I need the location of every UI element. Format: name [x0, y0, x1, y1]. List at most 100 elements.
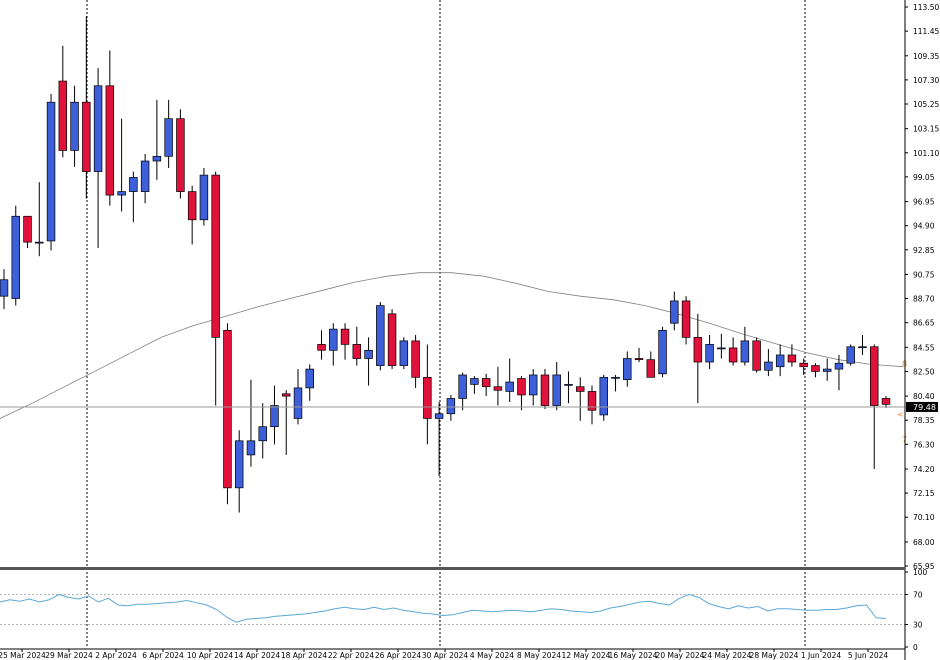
- indicator-line: [0, 593, 887, 623]
- bearish-candle: [517, 376, 526, 411]
- bullish-candle: [11, 205, 20, 306]
- candle-body: [740, 340, 750, 363]
- x-tick-label: 18 Apr 2024: [281, 651, 328, 660]
- candle-body: [117, 191, 126, 196]
- x-tick-label: 10 Apr 2024: [187, 651, 234, 660]
- bearish-candle: [634, 347, 644, 363]
- indicator-panel[interactable]: [0, 572, 905, 648]
- bullish-candle: [270, 385, 279, 445]
- candle-body: [340, 328, 350, 345]
- candle-body: [752, 340, 761, 371]
- candle-body: [376, 305, 385, 366]
- current-price-label-bg: [906, 401, 938, 412]
- bearish-candle: [387, 309, 397, 370]
- x-tick-label: 30 Apr 2024: [422, 651, 469, 660]
- bullish-candle: [0, 269, 9, 310]
- bearish-candle: [881, 396, 891, 408]
- bullish-candle: [822, 358, 832, 381]
- candle-body: [140, 160, 150, 192]
- candle-body: [599, 376, 608, 416]
- bearish-candle: [681, 296, 691, 345]
- bearish-candle: [423, 344, 432, 445]
- y-tick-label: 70.10: [913, 513, 935, 522]
- x-tick-label: 6 Apr 2024: [142, 651, 184, 660]
- candle-body: [611, 376, 620, 379]
- candle-body: [470, 378, 479, 385]
- y-tick-label: 82.50: [913, 367, 935, 376]
- price-panel[interactable]: <87: [0, 0, 907, 566]
- bearish-candle: [176, 109, 185, 199]
- candle-body: [352, 344, 362, 359]
- bearish-candle: [799, 358, 808, 375]
- bullish-candle: [552, 362, 561, 411]
- bullish-candle: [834, 354, 844, 391]
- bullish-candle: [117, 118, 126, 212]
- y-tick-label: 74.20: [913, 465, 935, 474]
- bullish-candle: [46, 93, 56, 251]
- y-tick-label: 109.35: [913, 52, 939, 61]
- candle-body: [82, 101, 91, 172]
- candle-body: [881, 398, 891, 405]
- candle-body: [129, 177, 138, 192]
- candle-body: [552, 374, 561, 406]
- candle-body: [775, 354, 785, 368]
- candle-body: [493, 386, 503, 391]
- candle-body: [387, 313, 397, 366]
- candle-body: [728, 347, 738, 363]
- candle-body: [23, 215, 32, 243]
- candle-body: [305, 368, 314, 389]
- bearish-candle: [576, 377, 585, 421]
- bullish-candle: [305, 364, 314, 401]
- bearish-candle: [646, 351, 656, 378]
- candle-body: [846, 346, 855, 364]
- candle-body: [446, 398, 456, 415]
- indicator-tick-label: 30: [913, 621, 923, 630]
- bullish-candle: [399, 337, 409, 370]
- candle-body: [646, 359, 656, 378]
- candle-body: [187, 191, 197, 221]
- bearish-candle: [187, 185, 197, 245]
- candle-body: [858, 346, 867, 349]
- bearish-candle: [317, 330, 326, 360]
- candle-body: [834, 362, 844, 370]
- bullish-candle: [611, 374, 620, 392]
- x-tick-label: 5 Jun 2024: [848, 651, 889, 660]
- x-tick-label: 2 Apr 2024: [95, 651, 137, 660]
- bearish-candle: [787, 344, 797, 367]
- y-tick-label: 80.40: [913, 392, 935, 401]
- bearish-candle: [105, 50, 115, 206]
- bullish-candle: [564, 371, 573, 404]
- panel-separator: [0, 567, 905, 570]
- x-tick-label: 14 Apr 2024: [234, 651, 281, 660]
- x-tick-label: 29 Mar 2024: [45, 651, 93, 660]
- candle-body: [35, 241, 44, 244]
- candle-body: [658, 329, 667, 375]
- candle-body: [587, 391, 597, 411]
- candle-body: [670, 300, 679, 324]
- bullish-candle: [129, 171, 138, 223]
- y-tick-label: 72.15: [913, 489, 935, 498]
- candle-body: [399, 340, 409, 366]
- bullish-candle: [164, 99, 173, 169]
- x-tick-label: 20 May 2024: [656, 651, 705, 660]
- candle-body: [223, 329, 232, 489]
- candle-body: [270, 405, 279, 428]
- bearish-candle: [352, 326, 362, 366]
- bearish-candle: [587, 385, 597, 425]
- candle-body: [634, 358, 644, 361]
- bearish-candle: [811, 363, 820, 378]
- x-tick-label: 4 May 2024: [470, 651, 514, 660]
- bearish-candle: [223, 323, 232, 505]
- candle-body: [46, 101, 56, 242]
- y-tick-label: 84.55: [913, 343, 935, 352]
- bullish-candle: [152, 99, 162, 180]
- bullish-candle: [258, 403, 267, 459]
- bullish-candle: [140, 153, 150, 204]
- bullish-candle: [329, 323, 338, 366]
- candle-body: [152, 155, 162, 162]
- bearish-candle: [693, 313, 703, 404]
- candle-body: [199, 174, 209, 221]
- candle-body: [211, 174, 220, 338]
